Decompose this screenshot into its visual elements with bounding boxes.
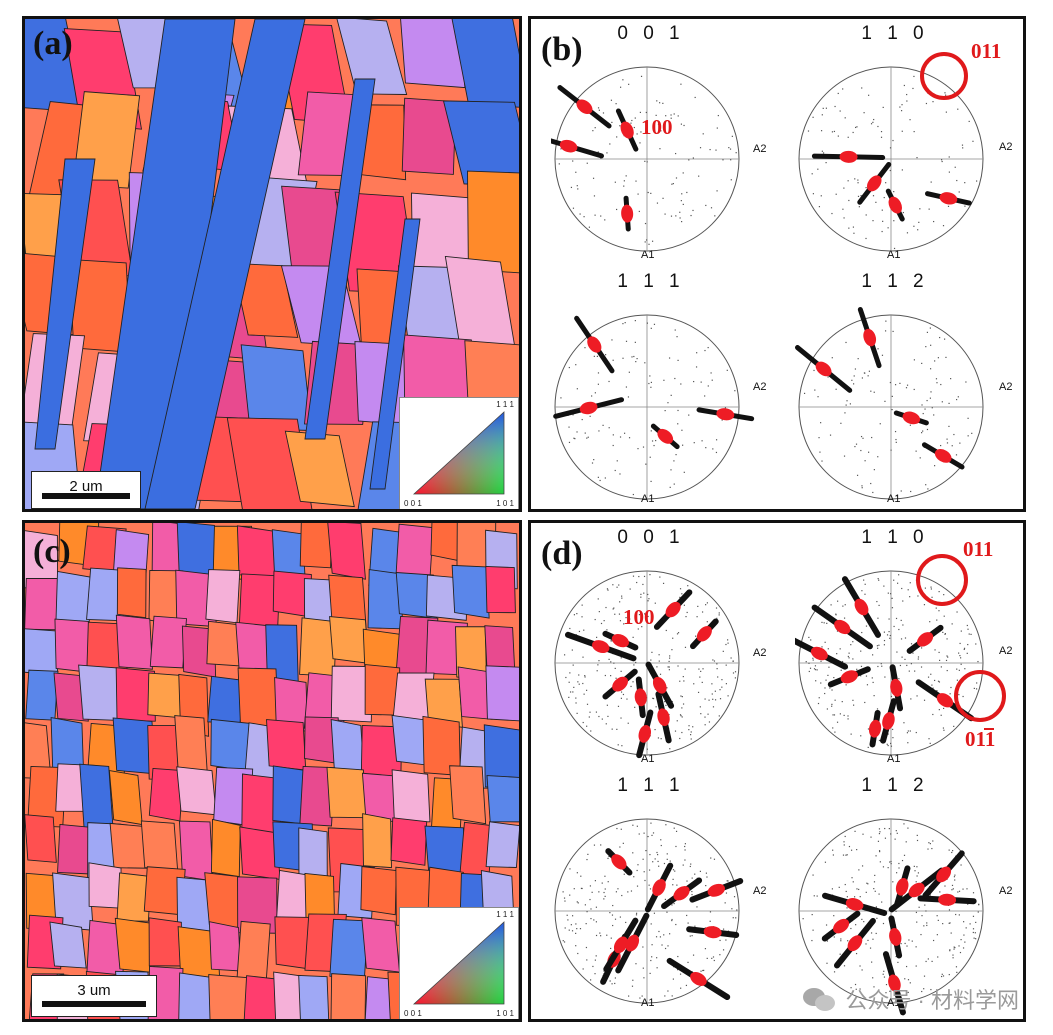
annotation-011: 011 — [963, 537, 994, 561]
highlight-circle-011 — [916, 554, 968, 606]
axis-label-a2: A2 — [999, 885, 1013, 897]
pole-figure-plot — [798, 818, 984, 1016]
axis-label-a1: A1 — [641, 997, 655, 1009]
scale-bar-line-c — [42, 1001, 146, 1007]
triangle-label-101-c: 1 0 1 — [496, 1009, 514, 1018]
pole-figure-title: 1 1 1 — [617, 271, 685, 292]
ipf-triangle-graphic-a — [412, 411, 505, 495]
ebsd-orientation-map-c — [25, 523, 519, 1019]
pole-figure-title: 0 0 1 — [617, 527, 685, 548]
panel-label-a: (a) — [33, 25, 73, 62]
axis-label-a2: A2 — [999, 645, 1013, 657]
highlight-circle-011 — [920, 52, 968, 100]
pole-figure-plot — [553, 314, 755, 500]
scale-bar-c: 3 um — [31, 975, 157, 1017]
axis-label-a1: A1 — [887, 249, 901, 261]
panel-c: (c) 3 um 1 1 1 0 0 1 1 0 1 — [22, 520, 522, 1022]
pole-figure-title: 1 1 1 — [617, 775, 685, 796]
ipf-triangle-graphic-c — [412, 921, 505, 1005]
annotation-011bar-text: 011 — [965, 727, 996, 751]
ipf-legend-triangle-a: 1 1 1 0 0 1 1 0 1 — [399, 397, 519, 509]
annotation-011bar: 011 — [965, 727, 995, 752]
pole-figure-plot — [554, 570, 740, 759]
pole-figure-title: 1 1 0 — [861, 527, 929, 548]
axis-label-a1: A1 — [887, 493, 901, 505]
axis-label-a1: A1 — [641, 753, 655, 765]
pole-figure-title: 1 1 0 — [861, 23, 929, 44]
pole-figure-plot — [795, 570, 984, 756]
pole-figure-title: 0 0 1 — [617, 23, 685, 44]
wechat-icon — [803, 986, 837, 1012]
overbar-mark — [984, 728, 995, 730]
axis-label-a2: A2 — [999, 141, 1013, 153]
annotation-100: 100 — [641, 115, 673, 139]
panel-label-d: (d) — [541, 535, 583, 572]
pole-figure-plot — [554, 818, 744, 1004]
panel-label-b: (b) — [541, 31, 583, 68]
annotation-100: 100 — [623, 605, 655, 629]
pole-figure-plot — [795, 307, 984, 500]
highlight-circle-011bar — [954, 670, 1006, 722]
annotation-011: 011 — [971, 39, 1002, 63]
pole-figure-plot — [551, 66, 740, 252]
axis-label-a2: A2 — [753, 381, 767, 393]
panel-label-c: (c) — [33, 533, 71, 570]
ipf-legend-triangle-c: 1 1 1 0 0 1 1 0 1 — [399, 907, 519, 1019]
axis-label-a1: A1 — [887, 753, 901, 765]
axis-label-a2: A2 — [999, 381, 1013, 393]
triangle-label-001-a: 0 0 1 — [404, 499, 422, 508]
triangle-label-001-c: 0 0 1 — [404, 1009, 422, 1018]
triangle-label-111-c: 1 1 1 — [496, 910, 514, 919]
pole-figure-plot — [798, 66, 984, 252]
scale-bar-label-c: 3 um — [77, 982, 111, 999]
axis-label-a1: A1 — [641, 493, 655, 505]
triangle-label-101-a: 1 0 1 — [496, 499, 514, 508]
axis-label-a1: A1 — [641, 249, 655, 261]
watermark-text: 公众号 · 材料学网 — [845, 988, 1019, 1013]
panel-d: (d) 0 0 1 A2 A1 1 1 0 A2 A1 1 1 1 A2 A1 … — [528, 520, 1026, 1022]
panel-a: (a) 2 um 1 1 1 0 0 1 1 0 1 — [22, 16, 522, 512]
panel-b: (b) 0 0 1 A2 A1 1 1 0 A2 A1 1 1 1 A2 A1 … — [528, 16, 1026, 512]
axis-label-a2: A2 — [753, 143, 767, 155]
axis-label-a2: A2 — [753, 647, 767, 659]
watermark: 公众号 · 材料学网 — [803, 983, 1019, 1015]
scale-bar-line-a — [42, 493, 130, 499]
triangle-label-111-a: 1 1 1 — [496, 400, 514, 409]
axis-label-a1: A1 — [887, 997, 901, 1009]
scale-bar-label-a: 2 um — [69, 478, 103, 495]
pole-figure-title: 1 1 2 — [861, 775, 929, 796]
scale-bar-a: 2 um — [31, 471, 141, 509]
axis-label-a2: A2 — [753, 885, 767, 897]
pole-figure-title: 1 1 2 — [861, 271, 929, 292]
